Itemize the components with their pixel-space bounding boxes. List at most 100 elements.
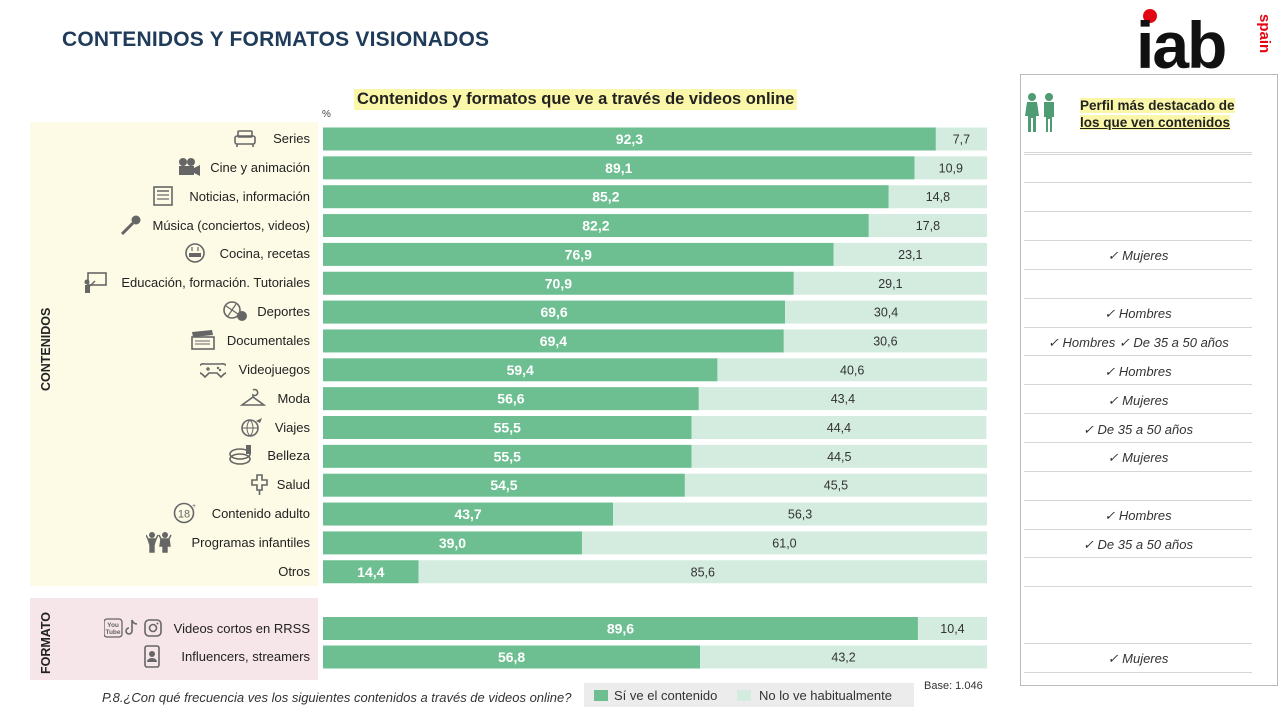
bar-yes-9	[323, 387, 699, 411]
profile-divider	[1024, 442, 1252, 443]
chart-title: Contenidos y formatos que ve a través de…	[354, 89, 798, 110]
row-label-5: Educación, formación. Tutoriales	[121, 275, 310, 291]
bar-yes-label-13: 43,7	[454, 506, 481, 522]
profile-item-14: ✓ De 35 a 50 años	[1083, 536, 1193, 552]
bar-no-15	[418, 560, 988, 584]
legend-label-no: No lo ve habitualmente	[759, 688, 892, 703]
microphone-icon	[120, 215, 141, 235]
bar-no-label-3: 17,8	[916, 219, 940, 233]
row-label-17: Influencers, streamers	[181, 649, 310, 664]
profile-divider	[1024, 153, 1252, 155]
row-label-9: Moda	[277, 390, 310, 406]
bar-no-label-9: 43,4	[831, 392, 855, 406]
bar-yes-label-15: 14,4	[357, 564, 384, 580]
people-icon	[1025, 93, 1054, 132]
bar-no-label-0: 7,7	[953, 133, 970, 147]
profile-item-17: ✓ Mujeres	[1107, 651, 1169, 666]
bar-yes-0	[323, 127, 936, 151]
bar-yes-16	[323, 617, 918, 640]
bar-no-8	[717, 358, 987, 382]
newspaper-icon	[153, 185, 173, 206]
bar-yes-3	[323, 214, 869, 238]
bar-yes-label-9: 56,6	[497, 391, 524, 407]
profile-heading: Perfil más destacado de los que ven cont…	[1080, 97, 1252, 131]
bar-no-0	[935, 127, 987, 151]
bar-no-label-16: 10,4	[940, 622, 964, 636]
bar-yes-4	[323, 242, 834, 266]
profile-divider	[1024, 297, 1252, 299]
bar-no-label-10: 44,4	[827, 421, 851, 435]
tiktok-instagram-icon	[125, 618, 162, 637]
bar-no-3	[868, 214, 987, 238]
row-label-14: Programas infantiles	[191, 534, 311, 550]
bar-yes-6	[323, 300, 786, 324]
profile-divider	[1024, 499, 1252, 501]
bar-no-label-13: 56,3	[788, 508, 812, 522]
bar-no-label-8: 40,6	[840, 363, 864, 377]
row-label-4: Cocina, recetas	[219, 246, 310, 262]
question-text: P.8.¿Con qué frecuencia ves los siguient…	[102, 690, 572, 705]
base-text: Base: 1.046	[924, 680, 983, 692]
formato-group-background	[30, 598, 318, 680]
profile-divider	[1024, 384, 1252, 386]
profile-divider	[1024, 268, 1252, 270]
bar-no-label-1: 10,9	[939, 161, 963, 175]
svg-text:You: You	[107, 622, 119, 629]
profile-divider	[1024, 211, 1252, 213]
bar-yes-label-12: 54,5	[490, 477, 517, 493]
sports-balls-icon	[223, 301, 247, 322]
profile-divider	[1024, 413, 1252, 415]
bar-no-label-17: 43,2	[831, 651, 855, 665]
profile-item-9: ✓ Mujeres	[1107, 392, 1169, 408]
profile-divider	[1024, 557, 1252, 559]
bar-no-12	[684, 473, 987, 497]
logo-text: iab	[1136, 8, 1225, 74]
row-label-7: Documentales	[226, 332, 310, 348]
legend: Sí ve el contenido No lo ve habitualment…	[584, 683, 914, 707]
profile-item-8: ✓ Hombres	[1104, 363, 1172, 379]
bar-no-label-7: 30,6	[873, 334, 897, 348]
profile-divider	[1024, 355, 1252, 357]
cooking-pot-icon	[185, 243, 205, 264]
bar-no-9	[698, 387, 987, 411]
children-icon	[146, 531, 172, 553]
bar-no-16	[917, 617, 987, 640]
bar-yes-15	[323, 560, 419, 584]
profile-divider	[1024, 326, 1252, 328]
legend-swatch-yes	[594, 690, 608, 701]
bar-yes-14	[323, 531, 582, 555]
bar-yes-5	[323, 271, 794, 295]
bar-yes-13	[323, 502, 614, 526]
cosmetics-icon	[229, 445, 251, 466]
bar-yes-17	[323, 645, 701, 669]
bar-yes-label-17: 56,8	[498, 649, 525, 665]
unit-label: %	[322, 109, 331, 120]
bar-no-label-6: 30,4	[874, 306, 898, 320]
legend-label-yes: Sí ve el contenido	[614, 688, 718, 703]
svg-text:18: 18	[178, 509, 190, 521]
profile-divider	[1024, 240, 1252, 242]
medical-cross-icon	[251, 474, 268, 496]
profile-divider	[1024, 470, 1252, 472]
bar-yes-7	[323, 329, 784, 353]
bar-no-label-15: 85,6	[691, 565, 715, 579]
row-label-15: Otros	[278, 563, 310, 579]
bar-no-10	[691, 416, 987, 439]
bar-no-label-2: 14,8	[926, 190, 950, 204]
row-label-0: Series	[273, 131, 310, 146]
influencer-phone-icon	[144, 645, 160, 668]
bar-yes-label-14: 39,0	[439, 535, 466, 551]
profile-item-13: ✓ Hombres	[1104, 508, 1172, 524]
row-label-6: Deportes	[257, 304, 310, 320]
row-label-2: Noticias, información	[189, 188, 310, 204]
bar-no-6	[785, 300, 987, 324]
bar-yes-label-0: 92,3	[616, 131, 643, 147]
bar-yes-label-11: 55,5	[494, 448, 521, 464]
bar-no-17	[700, 645, 987, 669]
profile-item-10: ✓ De 35 a 50 años	[1083, 421, 1193, 437]
bar-yes-label-6: 69,6	[540, 304, 567, 320]
logo-subtext: spain	[1256, 14, 1272, 53]
page-title: CONTENIDOS Y FORMATOS VISIONADOS	[62, 28, 490, 51]
